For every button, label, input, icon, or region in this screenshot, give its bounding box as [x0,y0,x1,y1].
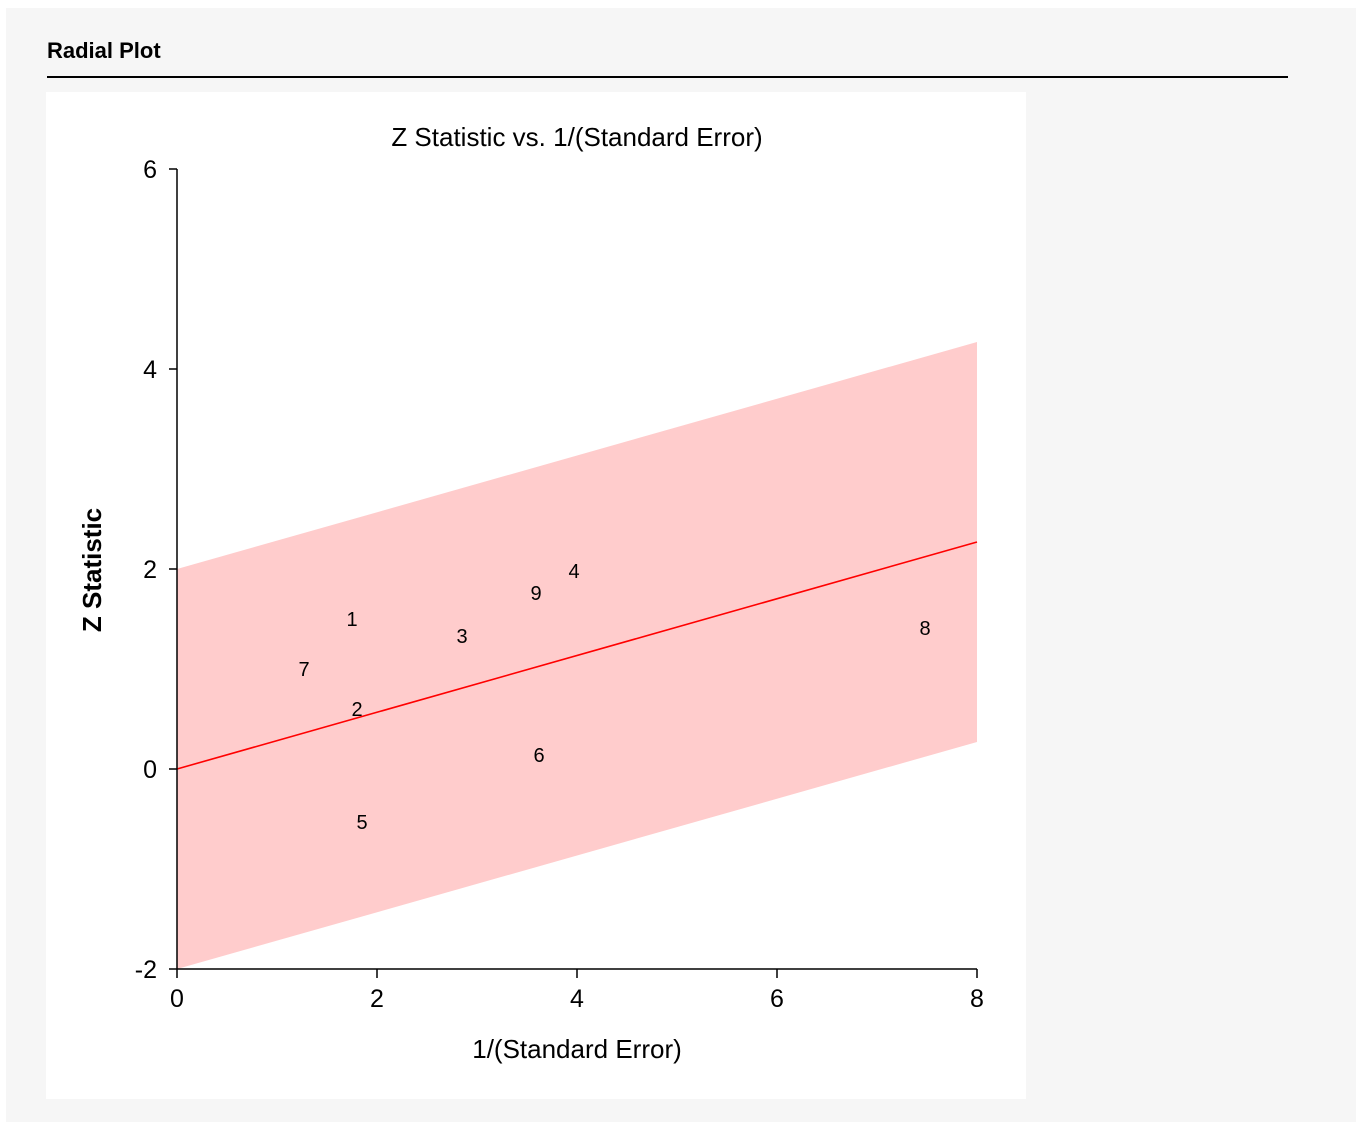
y-axis-label: Z Statistic [77,508,107,632]
y-tick-label: 6 [143,156,157,184]
data-point-label: 7 [298,659,309,681]
data-point-label: 3 [456,626,467,648]
data-points-layer: 1 2 3 4 5 6 7 8 9 [298,561,930,834]
section-divider [47,76,1288,78]
x-tick-label: 2 [370,985,384,1013]
report-page: Radial Plot Z Statistic vs. 1/(Standard … [6,8,1356,1122]
data-point-label: 1 [346,609,357,631]
x-tick-label: 0 [170,985,184,1013]
y-tick-label: 0 [143,756,157,784]
y-tick-label: 2 [143,556,157,584]
axes-layer: -2 0 2 4 6 0 2 4 6 8 [135,156,984,1013]
data-point-label: 4 [568,561,579,583]
regression-line-layer [176,541,978,770]
data-point-label: 5 [356,812,367,834]
regression-line [176,541,978,770]
chart-title: Z Statistic vs. 1/(Standard Error) [391,122,762,152]
x-tick-label: 6 [770,985,784,1013]
data-point-label: 6 [533,745,544,767]
data-point-label: 8 [919,618,930,640]
data-point-label: 9 [530,583,541,605]
section-title: Radial Plot [47,38,161,63]
radial-plot-chart: Z Statistic vs. 1/(Standard Error) -2 0 2 4… [77,122,984,1064]
y-tick-label: -2 [135,956,157,984]
data-point-label: 2 [351,699,362,721]
x-tick-label: 4 [570,985,584,1013]
x-tick-label: 8 [970,985,984,1013]
x-axis-label: 1/(Standard Error) [472,1034,682,1064]
chart-panel: Z Statistic vs. 1/(Standard Error) -2 0 2 4… [46,92,1026,1099]
y-tick-label: 4 [143,356,157,384]
